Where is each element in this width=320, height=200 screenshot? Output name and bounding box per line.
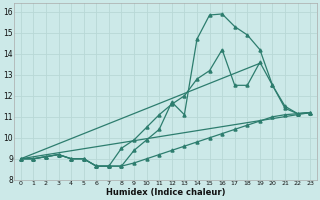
X-axis label: Humidex (Indice chaleur): Humidex (Indice chaleur) (106, 188, 225, 197)
